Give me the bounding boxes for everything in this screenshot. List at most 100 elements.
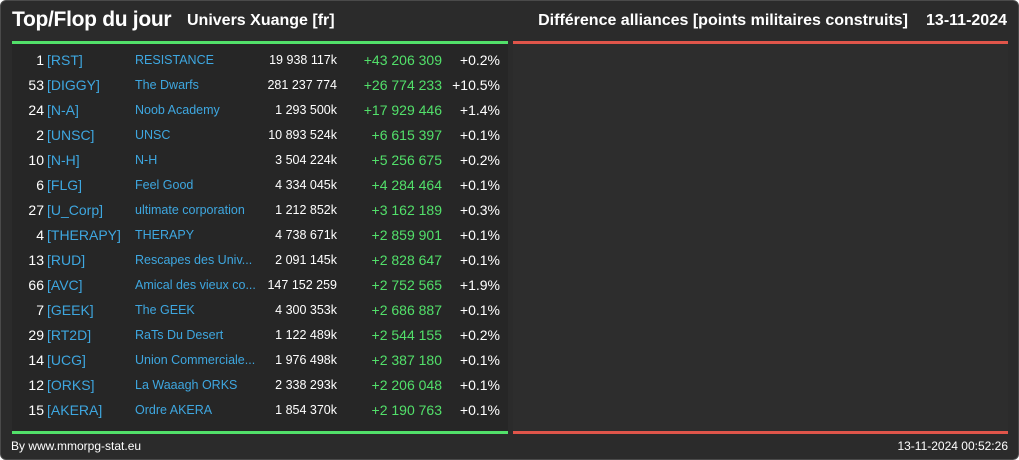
table-row: 4 [THERAPY] THERAPY 4 738 671k +2 859 901 +0.…	[12, 223, 508, 248]
alliance-tag-link[interactable]: [N-H]	[47, 152, 80, 168]
difference-cell: +2 544 155	[371, 327, 442, 343]
rank-cell: 7	[36, 302, 44, 318]
rank-cell: 66	[28, 277, 44, 293]
points-cell: 10 893 524k	[268, 128, 337, 142]
rank-cell: 6	[36, 177, 44, 193]
points-cell: 3 504 224k	[275, 153, 337, 167]
points-cell: 4 334 045k	[275, 178, 337, 192]
alliance-name-link[interactable]: Ordre AKERA	[135, 403, 213, 417]
top-divider-red	[513, 41, 1008, 44]
alliance-tag-link[interactable]: [FLG]	[47, 177, 83, 193]
difference-cell: +2 859 901	[371, 227, 442, 243]
alliance-tag-link[interactable]: [GEEK]	[47, 302, 94, 318]
alliance-name-link[interactable]: UNSC	[135, 128, 171, 142]
top-list: 1 [RST] RESISTANCE 19 938 117k +43 206 309 +0…	[12, 48, 508, 423]
rank-cell: 15	[28, 402, 44, 418]
alliance-name-link[interactable]: ultimate corporation	[135, 203, 245, 217]
top-panel: 1 [RST] RESISTANCE 19 938 117k +43 206 309 +0…	[12, 44, 508, 431]
alliance-name-link[interactable]: The Dwarfs	[135, 78, 199, 92]
rank-cell: 24	[28, 102, 44, 118]
difference-cell: +3 162 189	[371, 202, 442, 218]
difference-cell: +2 828 647	[371, 252, 442, 268]
points-cell: 1 212 852k	[275, 203, 337, 217]
alliance-tag-link[interactable]: [UNSC]	[47, 127, 95, 143]
alliance-tag-link[interactable]: [RUD]	[47, 252, 86, 268]
difference-cell: +2 752 565	[371, 277, 442, 293]
alliance-name-link[interactable]: RaTs Du Desert	[135, 328, 224, 342]
points-cell: 4 738 671k	[275, 228, 337, 242]
alliance-tag-link[interactable]: [ORKS]	[47, 377, 95, 393]
rank-cell: 10	[28, 152, 44, 168]
alliance-tag-link[interactable]: [UCG]	[47, 352, 86, 368]
points-cell: 1 293 500k	[275, 103, 337, 117]
table-row: 13 [RUD] Rescapes des Univ... 2 091 145k +2 …	[12, 248, 508, 273]
alliance-tag-link[interactable]: [U_Corp]	[47, 202, 104, 218]
points-cell: 1 854 370k	[275, 403, 337, 417]
difference-cell: +26 774 233	[363, 77, 442, 93]
alliance-name-link[interactable]: The GEEK	[135, 303, 195, 317]
table-row: 53 [DIGGY] The Dwarfs 281 237 774 +26 774 23…	[12, 73, 508, 98]
alliance-name-link[interactable]: N-H	[135, 153, 158, 167]
alliance-tag-link[interactable]: [DIGGY]	[47, 77, 100, 93]
table-row: 1 [RST] RESISTANCE 19 938 117k +43 206 309 +0…	[12, 48, 508, 73]
table-row: 15 [AKERA] Ordre AKERA 1 854 370k +2 190 763…	[12, 398, 508, 423]
table-row: 24 [N-A] Noob Academy 1 293 500k +17 929 446…	[12, 98, 508, 123]
alliance-name-link[interactable]: La Waaagh ORKS	[135, 378, 238, 392]
difference-cell: +2 387 180	[371, 352, 442, 368]
percent-cell: +0.2%	[459, 327, 500, 343]
percent-cell: +0.1%	[459, 252, 500, 268]
rank-cell: 27	[28, 202, 44, 218]
alliance-name-link[interactable]: THERAPY	[135, 228, 195, 242]
top-divider-green	[12, 41, 508, 44]
alliance-name-link[interactable]: Rescapes des Univ...	[135, 253, 253, 267]
table-row: 12 [ORKS] La Waaagh ORKS 2 338 293k +2 206 0…	[12, 373, 508, 398]
points-cell: 1 976 498k	[275, 353, 337, 367]
percent-cell: +0.3%	[459, 202, 500, 218]
bottom-divider-green	[12, 431, 508, 434]
rank-cell: 12	[28, 377, 44, 393]
difference-cell: +2 206 048	[371, 377, 442, 393]
percent-cell: +0.1%	[459, 227, 500, 243]
rank-cell: 14	[28, 352, 44, 368]
percent-cell: +0.2%	[459, 52, 500, 68]
ranking-date: 13-11-2024	[926, 12, 1007, 29]
alliance-tag-link[interactable]: [AVC]	[47, 277, 83, 293]
percent-cell: +0.1%	[459, 377, 500, 393]
table-row: 10 [N-H] N-H 3 504 224k +5 256 675 +0.2%	[12, 148, 508, 173]
percent-cell: +0.1%	[459, 302, 500, 318]
alliance-tag-link[interactable]: [AKERA]	[47, 402, 103, 418]
points-cell: 1 122 489k	[275, 328, 337, 342]
page-title: Top/Flop du jour	[12, 8, 172, 31]
percent-cell: +10.5%	[452, 77, 500, 93]
points-cell: 2 091 145k	[275, 253, 337, 267]
table-row: 66 [AVC] Amical des vieux co... 147 152 259…	[12, 273, 508, 298]
alliance-tag-link[interactable]: [N-A]	[47, 102, 79, 118]
difference-cell: +43 206 309	[363, 52, 442, 68]
bottom-divider-red	[513, 431, 1008, 434]
alliance-tag-link[interactable]: [RT2D]	[47, 327, 92, 343]
alliance-name-link[interactable]: Feel Good	[135, 178, 194, 192]
difference-cell: +2 190 763	[371, 402, 442, 418]
table-row: 2 [UNSC] UNSC 10 893 524k +6 615 397 +0.1%	[12, 123, 508, 148]
table-row: 14 [UCG] Union Commerciale... 1 976 498k +2 …	[12, 348, 508, 373]
alliance-tag-link[interactable]: [THERAPY]	[47, 227, 121, 243]
points-cell: 19 938 117k	[269, 53, 337, 67]
footer-credit[interactable]: By www.mmorpg-stat.eu	[11, 439, 142, 453]
alliance-name-link[interactable]: Union Commerciale...	[135, 353, 256, 367]
points-cell: 2 338 293k	[275, 378, 337, 392]
rank-cell: 13	[28, 252, 44, 268]
points-cell: 147 152 259	[267, 278, 337, 292]
ranking-subtitle: Différence alliances [points militaires …	[538, 12, 908, 29]
alliance-name-link[interactable]: Amical des vieux co...	[135, 278, 256, 292]
percent-cell: +0.1%	[459, 177, 500, 193]
alliance-name-link[interactable]: RESISTANCE	[135, 53, 214, 67]
percent-cell: +0.2%	[459, 152, 500, 168]
percent-cell: +1.9%	[459, 277, 500, 293]
universe-label: Univers Xuange [fr]	[187, 12, 335, 29]
rank-cell: 53	[28, 77, 44, 93]
alliance-tag-link[interactable]: [RST]	[47, 52, 83, 68]
difference-cell: +5 256 675	[371, 152, 442, 168]
points-cell: 4 300 353k	[275, 303, 337, 317]
rank-cell: 2	[36, 127, 44, 143]
alliance-name-link[interactable]: Noob Academy	[135, 103, 220, 117]
